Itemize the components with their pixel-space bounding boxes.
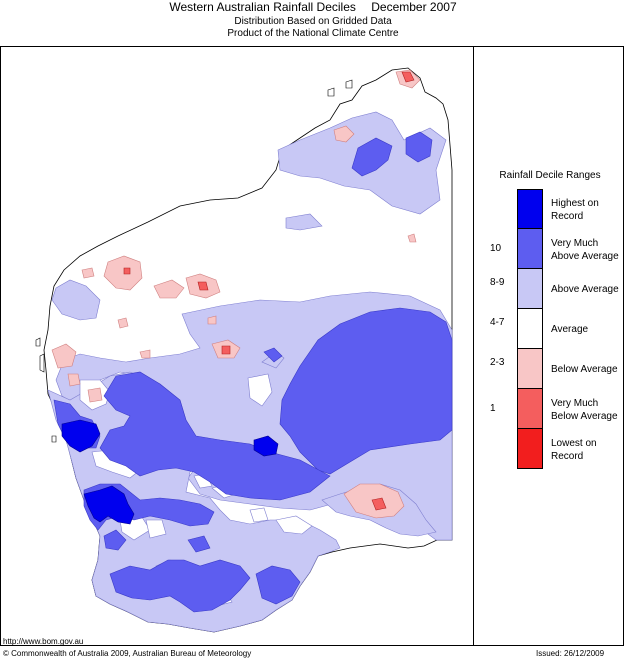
legend-label: Highest on Record bbox=[551, 197, 626, 223]
legend-decile-range: 10 bbox=[490, 243, 502, 254]
legend-swatch bbox=[517, 349, 543, 389]
title-period: December 2007 bbox=[371, 0, 457, 14]
below-average-regions bbox=[51, 69, 421, 519]
highest-on-record-regions bbox=[61, 419, 279, 525]
copyright-text: © Commonwealth of Australia 2009, Austra… bbox=[3, 649, 252, 658]
issued-date: Issued: 26/12/2009 bbox=[536, 649, 605, 658]
source-url[interactable]: http://www.bom.gov.au bbox=[3, 637, 84, 646]
legend-label: Below Average bbox=[551, 363, 626, 376]
legend-decile-range: 4-7 bbox=[490, 317, 505, 328]
legend-swatch bbox=[517, 429, 543, 469]
legend-decile-range: 8-9 bbox=[490, 277, 505, 288]
legend-label: Very Much Above Average bbox=[551, 237, 626, 263]
legend-swatch bbox=[517, 189, 543, 229]
subtitle-distribution: Distribution Based on Gridded Data bbox=[234, 16, 392, 27]
legend-label-line: Above Average bbox=[551, 251, 619, 262]
map-title: Western Australian Rainfall Deciles Dece… bbox=[0, 0, 626, 14]
subtitle-product: Product of the National Climate Centre bbox=[227, 28, 399, 39]
legend-swatch bbox=[517, 389, 543, 429]
map-frame bbox=[0, 46, 624, 646]
coastal-islands bbox=[35, 79, 353, 443]
title-main: Western Australian Rainfall Deciles bbox=[169, 0, 356, 14]
legend-label: Above Average bbox=[551, 283, 626, 296]
legend-label-line: Record bbox=[551, 451, 584, 462]
legend-divider bbox=[473, 46, 474, 646]
legend-decile-range: 1 bbox=[490, 403, 496, 414]
legend-swatch bbox=[517, 229, 543, 269]
legend-label-line: Very Much bbox=[551, 238, 599, 249]
legend-label-line: Record bbox=[551, 211, 584, 222]
legend-label-line: Above Average bbox=[551, 284, 619, 295]
legend-swatch bbox=[517, 269, 543, 309]
legend-label-line: Lowest on bbox=[551, 438, 597, 449]
legend-title: Rainfall Decile Ranges bbox=[499, 170, 601, 181]
legend-label-line: Below Average bbox=[551, 364, 618, 375]
legend-label-line: Average bbox=[551, 324, 589, 335]
legend-decile-range: 2-3 bbox=[490, 357, 505, 368]
legend-label-line: Highest on bbox=[551, 198, 599, 209]
legend-label: Average bbox=[551, 323, 626, 336]
legend-swatch bbox=[517, 309, 543, 349]
legend-label-line: Very Much bbox=[551, 398, 599, 409]
very-much-below-average-regions bbox=[123, 71, 415, 511]
legend-label-line: Below Average bbox=[551, 411, 618, 422]
legend-label: Lowest on Record bbox=[551, 437, 626, 463]
legend-label: Very Much Below Average bbox=[551, 397, 626, 423]
